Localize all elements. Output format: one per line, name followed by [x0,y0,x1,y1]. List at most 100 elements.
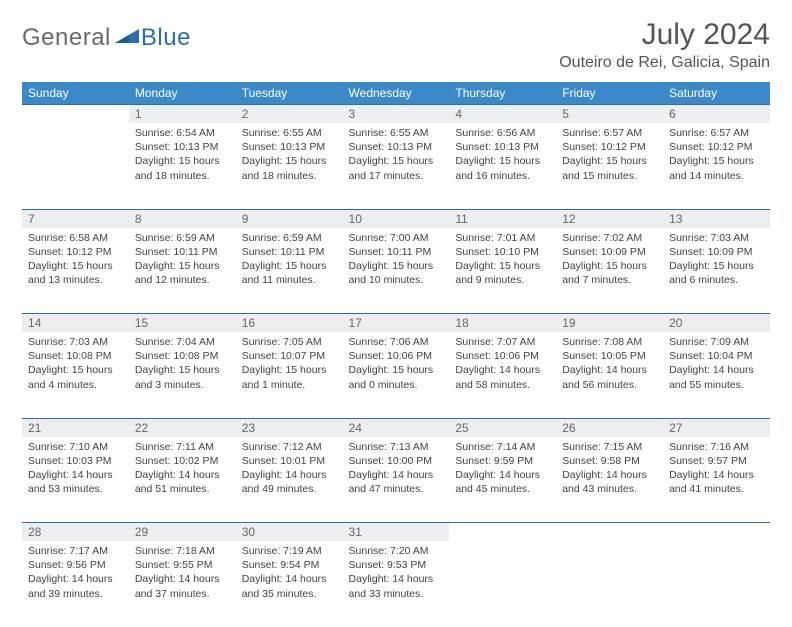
detail-line: and 3 minutes. [135,378,230,392]
detail-line: Sunset: 10:12 PM [562,140,657,154]
day-content-cell [449,541,556,627]
day-details: Sunrise: 6:57 AMSunset: 10:12 PMDaylight… [663,123,770,187]
detail-line: Sunrise: 6:57 AM [562,126,657,140]
detail-line: Daylight: 14 hours [562,468,657,482]
day-content-cell: Sunrise: 7:14 AMSunset: 9:59 PMDaylight:… [449,437,556,523]
calendar-page: General Blue July 2024 Outeiro de Rei, G… [0,0,792,627]
logo-word2: Blue [141,24,191,52]
detail-line: Sunset: 10:09 PM [669,245,764,259]
day-number-row: 123456 [22,105,770,124]
day-details: Sunrise: 6:59 AMSunset: 10:11 PMDaylight… [129,228,236,292]
day-number-cell: 15 [129,314,236,333]
detail-line: Sunset: 10:11 PM [242,245,337,259]
day-details: Sunrise: 7:16 AMSunset: 9:57 PMDaylight:… [663,437,770,501]
detail-line: Sunrise: 7:09 AM [669,335,764,349]
detail-line: Sunrise: 7:11 AM [135,440,230,454]
day-details: Sunrise: 7:03 AMSunset: 10:09 PMDaylight… [663,228,770,292]
detail-line: Daylight: 14 hours [242,468,337,482]
detail-line: Daylight: 15 hours [349,259,444,273]
detail-line: and 58 minutes. [455,378,550,392]
detail-line: and 39 minutes. [28,587,123,601]
detail-line: Daylight: 14 hours [242,572,337,586]
day-content-cell: Sunrise: 6:56 AMSunset: 10:13 PMDaylight… [449,123,556,209]
detail-line: and 56 minutes. [562,378,657,392]
detail-line: Sunrise: 6:55 AM [242,126,337,140]
detail-line: Daylight: 15 hours [242,363,337,377]
detail-line: Sunrise: 7:13 AM [349,440,444,454]
detail-line: Sunrise: 7:14 AM [455,440,550,454]
day-details: Sunrise: 7:06 AMSunset: 10:06 PMDaylight… [343,332,450,396]
detail-line: Sunset: 10:10 PM [455,245,550,259]
day-number-cell: 22 [129,418,236,437]
detail-line: and 13 minutes. [28,273,123,287]
day-details: Sunrise: 7:02 AMSunset: 10:09 PMDaylight… [556,228,663,292]
day-number-cell: 2 [236,105,343,124]
detail-line: and 47 minutes. [349,482,444,496]
day-content-cell: Sunrise: 7:17 AMSunset: 9:56 PMDaylight:… [22,541,129,627]
day-content-cell [663,541,770,627]
day-content-cell: Sunrise: 6:54 AMSunset: 10:13 PMDaylight… [129,123,236,209]
day-details: Sunrise: 7:20 AMSunset: 9:53 PMDaylight:… [343,541,450,605]
day-number-cell: 9 [236,209,343,228]
day-number-cell: 8 [129,209,236,228]
day-details: Sunrise: 7:13 AMSunset: 10:00 PMDaylight… [343,437,450,501]
detail-line: Sunrise: 7:20 AM [349,544,444,558]
day-details: Sunrise: 7:03 AMSunset: 10:08 PMDaylight… [22,332,129,396]
detail-line: Daylight: 14 hours [455,363,550,377]
day-number-cell: 17 [343,314,450,333]
day-content-cell: Sunrise: 6:58 AMSunset: 10:12 PMDaylight… [22,228,129,314]
detail-line: Sunset: 10:13 PM [135,140,230,154]
day-content-cell: Sunrise: 7:15 AMSunset: 9:58 PMDaylight:… [556,437,663,523]
day-number-cell: 6 [663,105,770,124]
day-number-cell: 10 [343,209,450,228]
detail-line: and 55 minutes. [669,378,764,392]
day-details: Sunrise: 7:04 AMSunset: 10:08 PMDaylight… [129,332,236,396]
day-details: Sunrise: 7:11 AMSunset: 10:02 PMDaylight… [129,437,236,501]
detail-line: Sunset: 10:00 PM [349,454,444,468]
detail-line: Sunrise: 6:59 AM [135,231,230,245]
day-details: Sunrise: 7:17 AMSunset: 9:56 PMDaylight:… [22,541,129,605]
calendar-head: SundayMondayTuesdayWednesdayThursdayFrid… [22,82,770,105]
day-header: Sunday [22,82,129,105]
detail-line: Sunset: 10:05 PM [562,349,657,363]
detail-line: Sunrise: 7:01 AM [455,231,550,245]
detail-line: Sunrise: 6:54 AM [135,126,230,140]
detail-line: Daylight: 15 hours [135,154,230,168]
day-details: Sunrise: 7:00 AMSunset: 10:11 PMDaylight… [343,228,450,292]
day-details: Sunrise: 7:19 AMSunset: 9:54 PMDaylight:… [236,541,343,605]
detail-line: Sunrise: 7:12 AM [242,440,337,454]
detail-line: Sunset: 10:12 PM [28,245,123,259]
day-details [556,541,663,548]
detail-line: Daylight: 14 hours [562,363,657,377]
day-details: Sunrise: 7:12 AMSunset: 10:01 PMDaylight… [236,437,343,501]
detail-line: Sunset: 10:09 PM [562,245,657,259]
detail-line: Sunrise: 6:56 AM [455,126,550,140]
title-block: July 2024 Outeiro de Rei, Galicia, Spain [559,18,770,72]
day-content-cell: Sunrise: 7:09 AMSunset: 10:04 PMDaylight… [663,332,770,418]
detail-line: and 15 minutes. [562,169,657,183]
day-header: Wednesday [343,82,450,105]
day-details: Sunrise: 7:07 AMSunset: 10:06 PMDaylight… [449,332,556,396]
detail-line: and 1 minute. [242,378,337,392]
detail-line: Sunset: 10:06 PM [349,349,444,363]
detail-line: and 41 minutes. [669,482,764,496]
day-content-row: Sunrise: 7:10 AMSunset: 10:03 PMDaylight… [22,437,770,523]
detail-line: Sunset: 9:56 PM [28,558,123,572]
day-details [663,541,770,548]
day-details: Sunrise: 6:55 AMSunset: 10:13 PMDaylight… [236,123,343,187]
day-number-cell: 26 [556,418,663,437]
day-details: Sunrise: 7:14 AMSunset: 9:59 PMDaylight:… [449,437,556,501]
day-content-cell: Sunrise: 6:57 AMSunset: 10:12 PMDaylight… [663,123,770,209]
detail-line: Sunset: 9:57 PM [669,454,764,468]
day-details: Sunrise: 6:57 AMSunset: 10:12 PMDaylight… [556,123,663,187]
logo: General Blue [22,18,191,52]
detail-line: Sunrise: 7:05 AM [242,335,337,349]
day-content-cell: Sunrise: 7:20 AMSunset: 9:53 PMDaylight:… [343,541,450,627]
detail-line: Daylight: 15 hours [135,259,230,273]
detail-line: and 33 minutes. [349,587,444,601]
day-number-cell: 11 [449,209,556,228]
detail-line: Daylight: 15 hours [242,154,337,168]
day-details: Sunrise: 7:15 AMSunset: 9:58 PMDaylight:… [556,437,663,501]
detail-line: and 43 minutes. [562,482,657,496]
day-content-cell: Sunrise: 7:19 AMSunset: 9:54 PMDaylight:… [236,541,343,627]
